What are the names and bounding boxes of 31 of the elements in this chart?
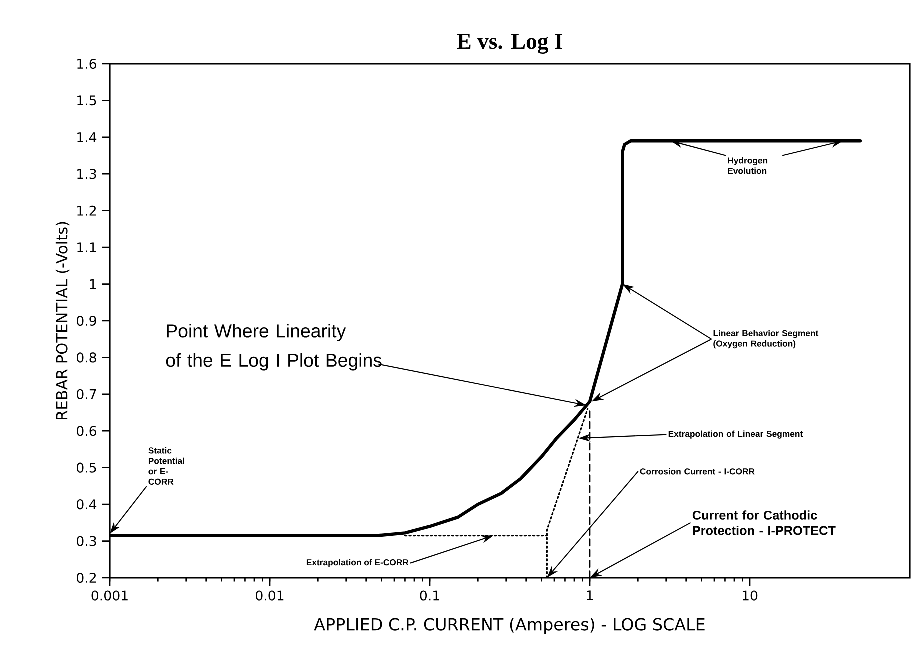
y-tick-label: 1 — [90, 279, 96, 290]
annotation: Hydrogen Evolution — [728, 157, 768, 174]
y-tick-label: 0.6 — [77, 426, 96, 436]
y-tick-label: 0.2 — [77, 572, 96, 584]
y-tick-label: 0.9 — [77, 316, 96, 326]
x-tick-label: 10 — [742, 590, 758, 601]
y-tick-label: 0.8 — [77, 352, 96, 363]
annotation: Current for Cathodic Protection - I-PROTECT — [692, 510, 836, 536]
y-tick-label: 0.5 — [77, 462, 96, 473]
y-axis-title: REBAR POTENTIAL (-Volts) — [56, 222, 70, 420]
y-tick-label: 0.3 — [77, 536, 96, 546]
annotation: Corrosion Current - I-CORR — [640, 468, 755, 475]
x-tick-label: 0.001 — [92, 590, 128, 601]
x-axis-title: APPLIED C.P. CURRENT (Amperes) - LOG SCALE — [314, 618, 705, 634]
y-tick-label: 1.4 — [78, 132, 97, 142]
x-tick-label: 0.01 — [256, 590, 284, 601]
y-tick-label: 0.7 — [77, 389, 96, 400]
chart-title: E vs. Log I — [457, 34, 562, 54]
annotation: Point Where Linearity of the E Log I Plot Begins — [166, 324, 382, 371]
annotation: Extrapolation of E-CORR — [306, 559, 409, 568]
y-tick-label: 1.1 — [78, 242, 96, 252]
annotation: Extrapolation of Linear Segment — [668, 430, 804, 439]
y-tick-label: 0.4 — [77, 500, 97, 510]
y-tick-label: 1.3 — [78, 169, 96, 180]
annotation: Static Potential or E-CORR — [148, 447, 184, 485]
y-tick-label: 1.6 — [78, 58, 96, 70]
y-tick-label: 1.2 — [78, 206, 96, 216]
x-tick-label: 1 — [587, 590, 594, 600]
x-tick-label: 0.1 — [420, 590, 440, 601]
annotation: Linear Behavior Segment (Oxygen Reduction) — [714, 330, 819, 349]
y-tick-label: 1.5 — [78, 96, 96, 106]
